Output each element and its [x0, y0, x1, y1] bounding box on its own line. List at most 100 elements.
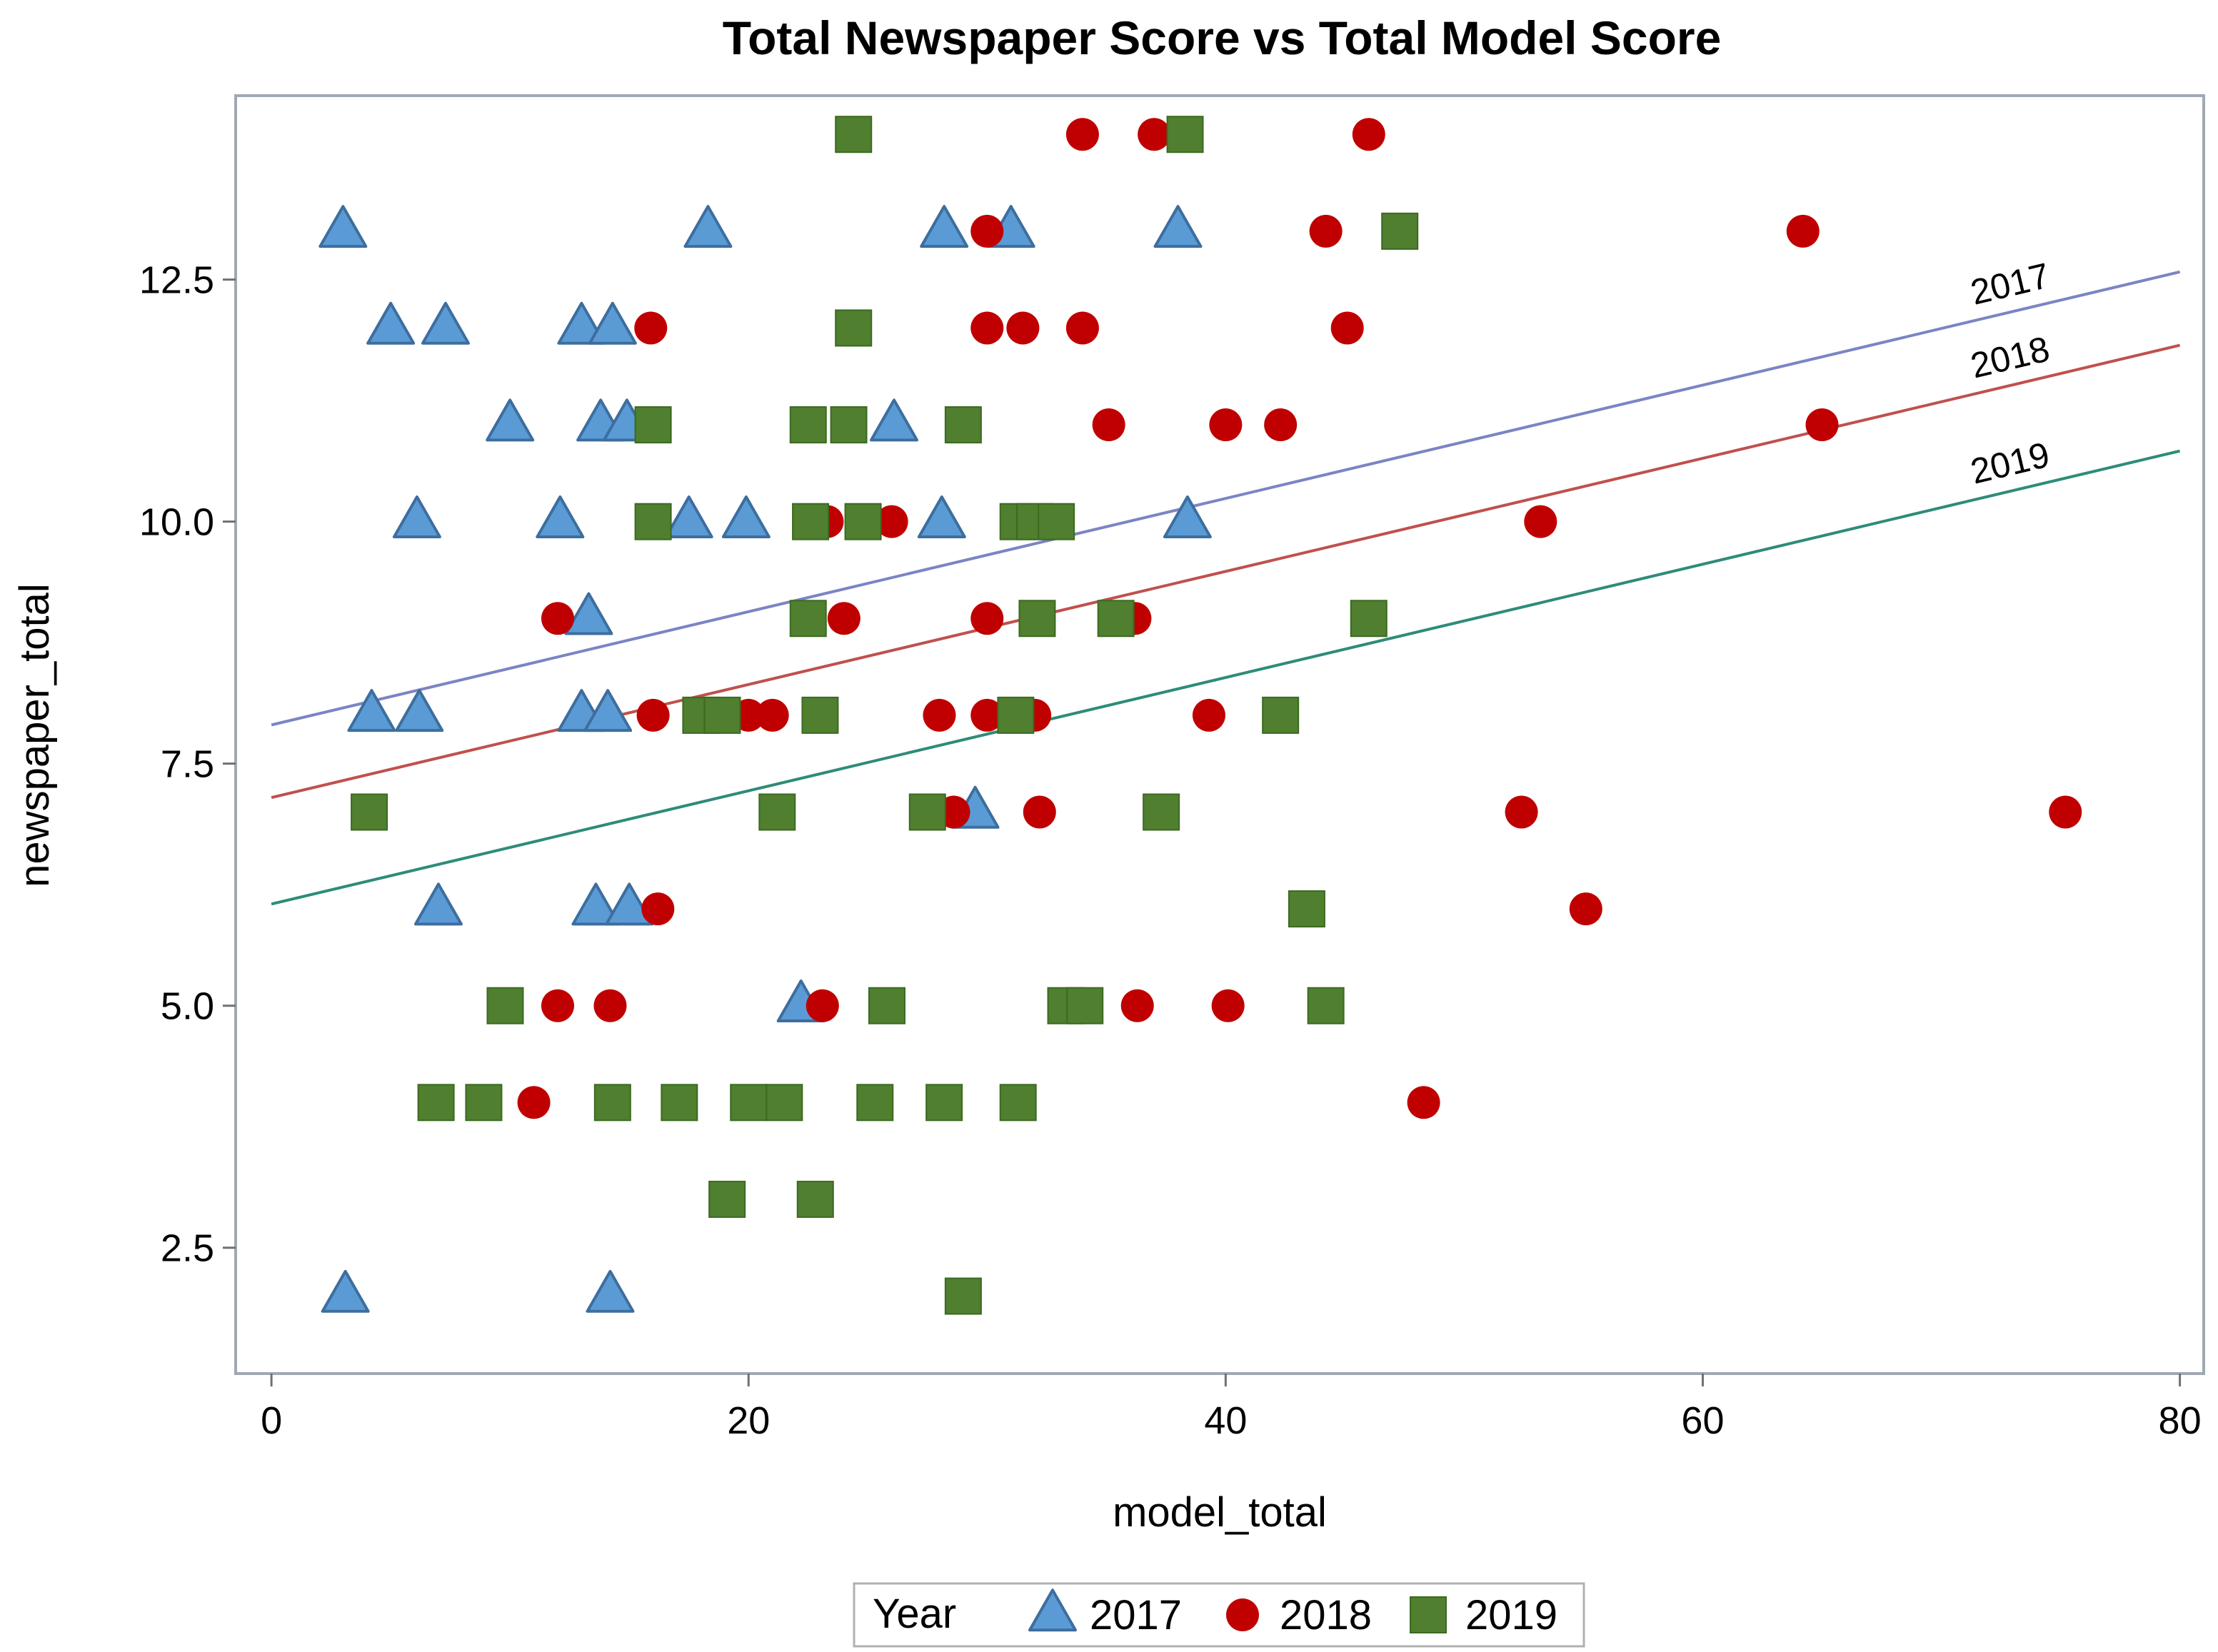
legend-label-2017: 2017: [1090, 1592, 1182, 1638]
fit-line-2017: [271, 270, 2181, 727]
legend: Year 2017 2018 2019: [853, 1582, 1585, 1648]
point-2019: [792, 503, 830, 540]
point-2019: [801, 696, 839, 734]
point-2019: [766, 1084, 803, 1122]
point-2019: [758, 793, 796, 831]
legend-title: Year: [873, 1591, 956, 1637]
point-2018: [1524, 505, 1557, 538]
point-2018: [923, 698, 956, 732]
point-2017: [870, 398, 919, 442]
point-2018: [970, 602, 1004, 635]
point-2019: [1166, 116, 1204, 153]
point-2017: [588, 301, 637, 345]
point-2017: [421, 301, 470, 345]
point-2019: [593, 1084, 631, 1122]
point-2019: [634, 406, 672, 444]
point-2017: [920, 205, 969, 248]
point-2019: [1307, 987, 1345, 1024]
plot-area: [234, 94, 2205, 1375]
point-2018: [806, 989, 839, 1022]
point-2019: [844, 503, 882, 540]
point-2019: [796, 1180, 834, 1218]
x-tick-label: 20: [727, 1399, 770, 1442]
point-2017: [586, 1269, 635, 1313]
point-2018: [1805, 408, 1839, 442]
point-2017: [392, 495, 441, 538]
point-2018: [1138, 118, 1171, 151]
point-2019: [1066, 987, 1104, 1024]
point-2017: [536, 495, 585, 538]
chart-title: Total Newspaper Score vs Total Model Sco…: [723, 11, 1722, 64]
point-2019: [1262, 696, 1300, 734]
point-2018: [1505, 795, 1538, 829]
point-2018: [875, 505, 908, 538]
point-2018: [756, 698, 789, 732]
point-2018: [2049, 795, 2082, 829]
point-2019: [1018, 600, 1056, 638]
point-2019: [789, 406, 827, 444]
point-2019: [1097, 600, 1135, 638]
point-2018: [517, 1086, 551, 1119]
point-2017: [571, 882, 621, 926]
point-2019: [944, 1277, 982, 1315]
point-2019: [351, 793, 388, 831]
point-2018: [641, 892, 675, 926]
point-2019: [1143, 793, 1180, 831]
point-2018: [1407, 1086, 1440, 1119]
legend-label-2018: 2018: [1280, 1592, 1372, 1638]
point-2019: [835, 309, 873, 347]
point-2019: [856, 1084, 894, 1122]
point-2019: [417, 1084, 455, 1122]
point-2019: [708, 1180, 746, 1218]
point-2018: [593, 989, 627, 1022]
y-tick-label: 2.5: [161, 1227, 214, 1270]
point-2018: [1211, 989, 1245, 1022]
legend-label-2019: 2019: [1465, 1592, 1557, 1638]
point-2019: [465, 1084, 503, 1122]
point-2017: [347, 689, 396, 732]
point-2019: [486, 987, 524, 1024]
point-2018: [541, 602, 574, 635]
point-2017: [664, 495, 713, 538]
point-2018: [1065, 118, 1099, 151]
point-2018: [1192, 698, 1225, 732]
point-2018: [1023, 795, 1056, 829]
point-2017: [1163, 495, 1212, 538]
point-2019: [908, 793, 946, 831]
point-2017: [917, 495, 966, 538]
point-2019: [1350, 600, 1387, 638]
legend-box: [853, 1582, 1585, 1648]
legend-marker-2018: [1226, 1598, 1259, 1631]
point-2018: [827, 602, 860, 635]
point-2017: [366, 301, 416, 345]
point-2017: [721, 495, 771, 538]
point-2017: [321, 1269, 370, 1313]
point-2018: [1330, 311, 1364, 345]
point-2017: [557, 301, 606, 345]
point-2018: [1309, 214, 1343, 248]
point-2019: [789, 600, 827, 638]
point-2018: [970, 698, 1004, 732]
point-2019: [999, 1084, 1037, 1122]
point-2018: [1264, 408, 1298, 442]
fit-line-2019: [271, 449, 2181, 906]
point-2019: [634, 503, 672, 540]
point-2018: [1786, 214, 1820, 248]
point-2017: [564, 592, 613, 635]
point-2019: [925, 1084, 963, 1122]
x-tick-label: 80: [2159, 1399, 2202, 1442]
legend-marker-2017: [1028, 1588, 1077, 1632]
x-tick-label: 60: [1681, 1399, 1724, 1442]
point-2017: [413, 882, 463, 926]
point-2018: [1569, 892, 1602, 926]
y-tick-label: 7.5: [161, 743, 214, 786]
point-2019: [944, 406, 982, 444]
data-points: [318, 116, 2082, 1315]
point-2018: [1092, 408, 1125, 442]
x-axis-label: model_total: [1113, 1489, 1327, 1536]
point-2018: [541, 989, 574, 1022]
legend-marker-2019: [1410, 1596, 1447, 1633]
point-2017: [583, 689, 633, 732]
y-axis: 2.5 5.0 7.5 10.0 12.5: [139, 259, 236, 1270]
